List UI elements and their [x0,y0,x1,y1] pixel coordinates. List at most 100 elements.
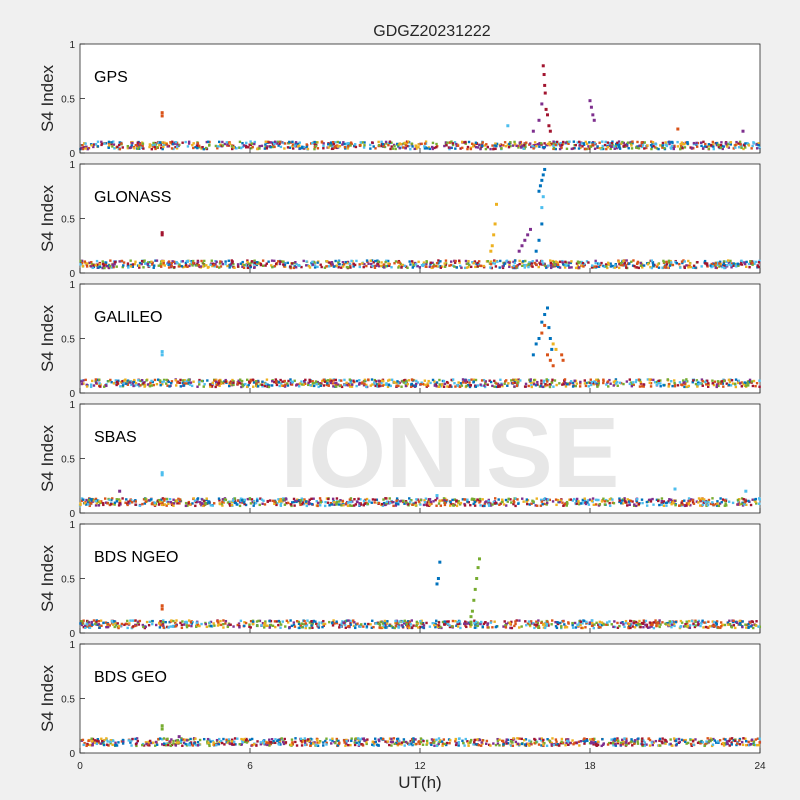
baseline-point [539,504,543,507]
baseline-point [331,145,334,148]
baseline-point [584,147,587,151]
baseline-point [550,381,553,384]
baseline-point [731,262,734,265]
baseline-point [217,266,221,269]
baseline-point [320,265,323,269]
baseline-point [483,504,486,508]
baseline-point [442,497,446,500]
baseline-point [408,500,412,503]
baseline-point [456,625,460,628]
baseline-point [279,382,283,385]
baseline-point [654,143,658,146]
baseline-point [94,143,98,146]
baseline-point [141,502,144,506]
baseline-point [80,620,83,623]
baseline-point [714,262,717,265]
baseline-point [674,620,678,624]
baseline-point [388,737,392,740]
baseline-point [588,141,591,144]
baseline-point [298,626,301,630]
baseline-point [187,142,191,145]
baseline-point [202,147,205,151]
baseline-point [407,140,410,143]
baseline-point [208,385,212,388]
baseline-point [576,623,579,626]
baseline-point [425,147,429,150]
baseline-point [628,624,632,627]
baseline-point [434,498,437,502]
baseline-point [659,385,662,388]
baseline-point [153,501,156,505]
baseline-point [751,261,754,265]
baseline-point [398,500,402,503]
baseline-point [303,623,306,626]
baseline-point [173,262,177,265]
baseline-point [625,144,629,148]
baseline-point [302,502,306,506]
baseline-point [94,622,97,625]
baseline-point [692,141,696,145]
baseline-point [297,620,300,624]
baseline-point [439,264,442,268]
baseline-point [102,621,105,625]
baseline-point [514,622,517,626]
baseline-point [729,143,732,146]
baseline-point [691,266,695,269]
baseline-point [657,499,660,503]
baseline-point [757,142,760,145]
baseline-point [261,502,264,505]
baseline-point [621,620,624,624]
baseline-point [286,384,290,387]
baseline-point [129,259,132,262]
baseline-point [631,500,634,503]
baseline-point [592,626,596,630]
baseline-point [429,261,432,264]
baseline-point [651,141,655,144]
panel-label: SBAS [94,429,137,446]
baseline-point [157,264,160,267]
baseline-point [435,504,438,507]
baseline-point [284,497,288,500]
baseline-point [335,497,339,500]
baseline-point [691,146,694,150]
baseline-point [347,501,350,504]
baseline-point [102,265,105,269]
baseline-point [585,620,588,624]
baseline-point [232,381,235,384]
baseline-point [509,498,512,501]
baseline-point [528,503,532,506]
baseline-point [540,500,544,503]
baseline-point [81,144,84,147]
baseline-point [411,266,414,269]
baseline-point [207,500,211,503]
baseline-point [336,145,340,148]
baseline-point [755,502,758,505]
baseline-point [506,384,509,387]
baseline-point [555,626,559,630]
baseline-point [223,498,227,501]
baseline-point [582,739,585,743]
baseline-point [513,381,516,385]
baseline-point [610,141,614,145]
baseline-point [654,619,657,622]
baseline-point [650,140,653,143]
baseline-point [113,625,116,629]
baseline-point [233,501,237,505]
baseline-point [289,141,292,144]
baseline-point [737,264,740,267]
baseline-point [707,501,710,504]
baseline-point [649,385,653,388]
baseline-point [679,625,683,628]
baseline-point [291,743,295,746]
baseline-point [321,379,324,383]
baseline-point [627,500,631,503]
baseline-point [307,502,310,506]
baseline-point [113,501,117,504]
baseline-point [593,147,597,150]
baseline-point [672,145,675,149]
data-point [540,102,544,106]
baseline-point [597,382,601,385]
baseline-point [342,263,346,266]
baseline-point [642,625,645,629]
baseline-point [104,261,108,264]
